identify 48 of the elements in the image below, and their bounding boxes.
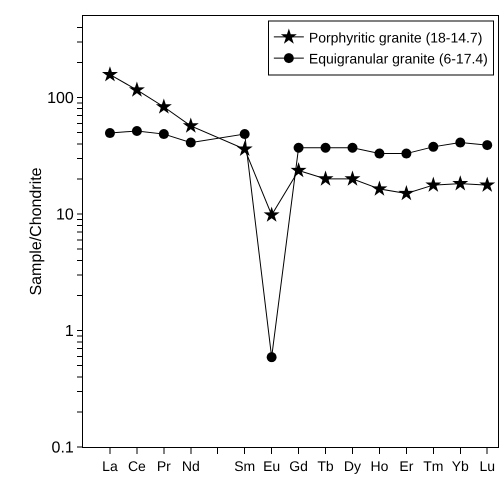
point — [320, 142, 331, 153]
x-tick-label: Ho — [370, 458, 389, 474]
x-tick-label: Ce — [128, 458, 146, 474]
point — [156, 98, 172, 114]
legend-label: Equigranular granite (6-17.4) — [308, 50, 488, 67]
point — [482, 140, 492, 150]
point — [347, 142, 358, 153]
point — [128, 82, 145, 97]
point — [102, 66, 118, 82]
point — [294, 142, 304, 153]
x-tick-label: Dy — [344, 458, 362, 474]
point — [132, 126, 142, 136]
point — [240, 129, 250, 140]
x-tick-label: Gd — [289, 458, 308, 474]
point — [264, 206, 280, 222]
x-tick-label: Sm — [234, 458, 256, 474]
point — [401, 148, 412, 159]
x-tick-label: Tb — [317, 458, 334, 474]
y-tick-label: 10 — [56, 206, 74, 224]
point — [371, 180, 388, 196]
x-tick-label: Lu — [479, 458, 496, 474]
point — [428, 142, 438, 152]
legend-label: Porphyritic granite (18-14.7) — [308, 29, 482, 46]
point — [455, 138, 466, 148]
point — [158, 129, 169, 140]
point — [398, 185, 414, 200]
point — [186, 138, 196, 148]
point — [425, 176, 442, 192]
point — [452, 175, 468, 190]
point — [374, 148, 384, 159]
point — [290, 162, 307, 178]
x-tick-label: Tm — [423, 458, 444, 474]
point — [344, 170, 360, 186]
point — [182, 117, 199, 133]
point — [104, 128, 115, 138]
x-tick-label: Yb — [452, 458, 470, 474]
y-tick-label: 1 — [64, 323, 74, 340]
x-tick-label: Er — [399, 458, 414, 474]
x-tick-label: Eu — [263, 458, 280, 474]
x-tick-label: La — [102, 458, 118, 474]
y-tick-label: 100 — [47, 90, 74, 108]
point — [318, 170, 334, 186]
point — [266, 352, 277, 362]
point — [479, 176, 496, 192]
x-tick-label: Nd — [182, 458, 200, 474]
y-tick-label: 0.1 — [52, 440, 74, 457]
x-tick-label: Pr — [156, 458, 172, 474]
y-axis-title: Sample/Chondrite — [28, 167, 45, 296]
